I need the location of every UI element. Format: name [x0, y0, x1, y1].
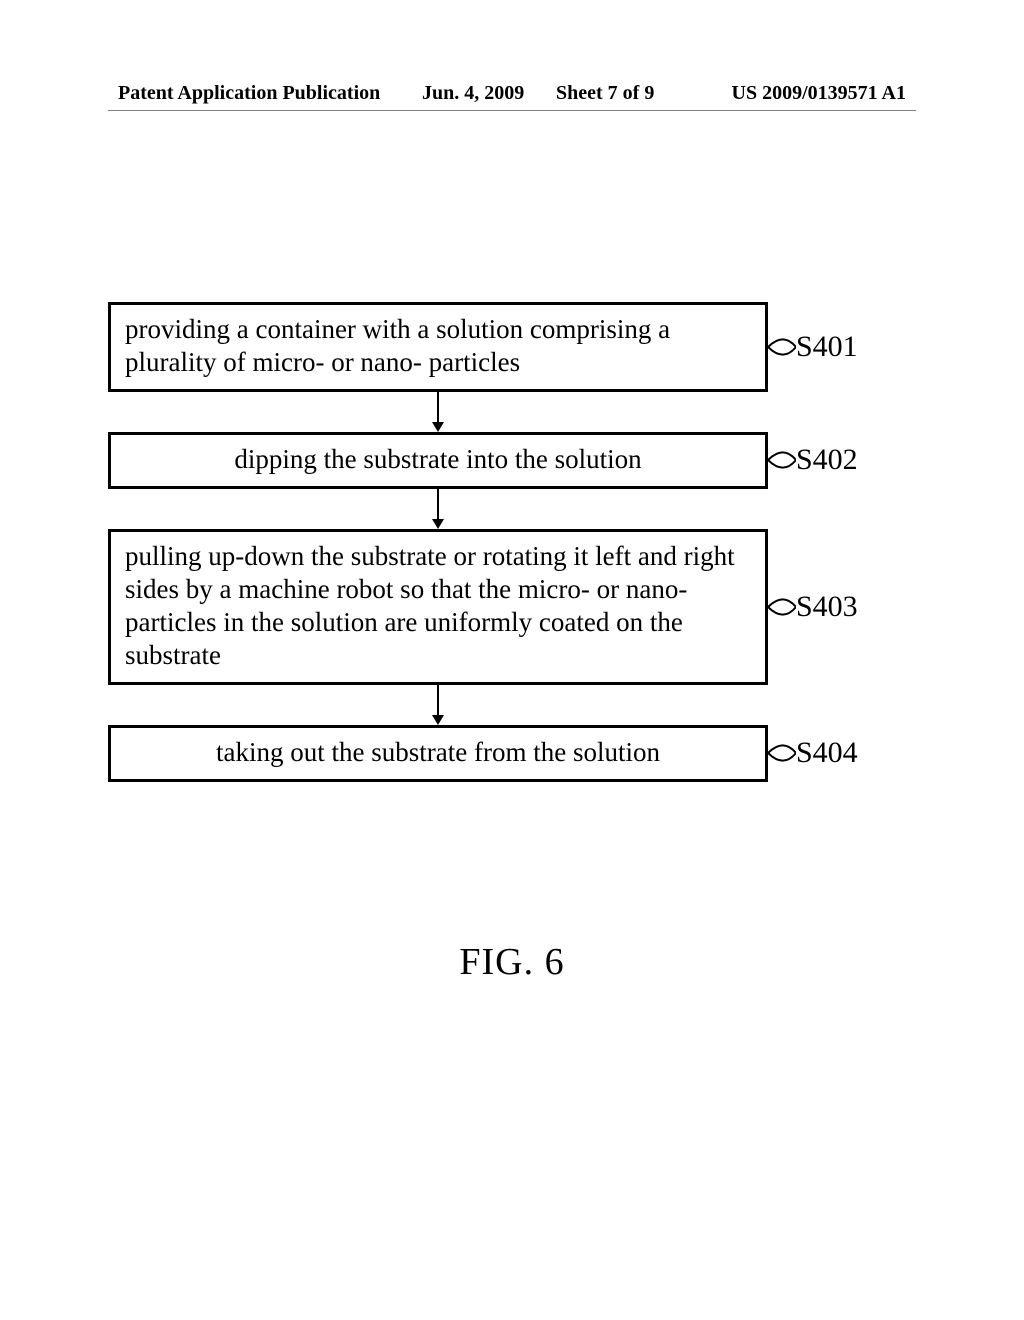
flow-step: taking out the substrate from the soluti…	[108, 725, 916, 782]
flow-label-wrap: S404	[768, 736, 858, 770]
flow-box-text: providing a container with a solution co…	[125, 314, 670, 377]
flow-step: pulling up-down the substrate or rotatin…	[108, 529, 916, 685]
flow-box-text: dipping the substrate into the solution	[234, 444, 641, 474]
flow-box-text: pulling up-down the substrate or rotatin…	[125, 541, 735, 670]
flow-step-label: S403	[796, 590, 858, 624]
page: Patent Application Publication Jun. 4, 2…	[0, 0, 1024, 1320]
flow-connector	[108, 489, 768, 529]
flow-connector	[108, 392, 768, 432]
figure-caption: FIG. 6	[0, 940, 1024, 984]
flow-step-label: S404	[796, 736, 858, 770]
arrow-down-icon	[418, 685, 458, 725]
flow-step-label: S402	[796, 443, 858, 477]
flow-box: pulling up-down the substrate or rotatin…	[108, 529, 768, 685]
header-date: Jun. 4, 2009	[422, 82, 524, 105]
flow-step-label: S401	[796, 330, 858, 364]
header-publication: Patent Application Publication	[118, 82, 380, 105]
leader-curve-icon	[768, 330, 796, 364]
flow-box: dipping the substrate into the solution	[108, 432, 768, 489]
flow-box-text: taking out the substrate from the soluti…	[216, 737, 660, 767]
flow-label-wrap: S402	[768, 443, 858, 477]
header-rule	[108, 110, 916, 111]
leader-curve-icon	[768, 443, 796, 477]
leader-curve-icon	[768, 443, 796, 477]
leader-curve-icon	[768, 590, 796, 624]
arrow-down-icon	[418, 392, 458, 432]
flow-label-wrap: S401	[768, 330, 858, 364]
leader-curve-icon	[768, 736, 796, 770]
leader-curve-icon	[768, 590, 796, 624]
header-docnum: US 2009/0139571 A1	[732, 82, 906, 105]
leader-curve-icon	[768, 736, 796, 770]
header-sheet: Sheet 7 of 9	[556, 82, 654, 105]
flow-box: providing a container with a solution co…	[108, 302, 768, 392]
flow-label-wrap: S403	[768, 590, 858, 624]
flow-connector	[108, 685, 768, 725]
flow-step: providing a container with a solution co…	[108, 302, 916, 392]
flowchart: providing a container with a solution co…	[108, 302, 916, 782]
leader-curve-icon	[768, 330, 796, 364]
flow-step: dipping the substrate into the solution S…	[108, 432, 916, 489]
flow-box: taking out the substrate from the soluti…	[108, 725, 768, 782]
arrow-down-icon	[418, 489, 458, 529]
